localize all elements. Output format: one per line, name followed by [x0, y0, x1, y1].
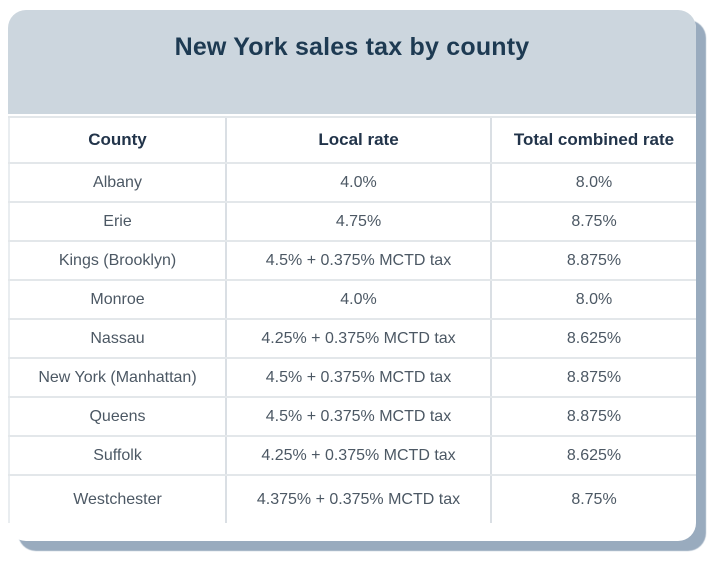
cell-total-rate: 8.75%: [490, 475, 696, 523]
cell-local-rate: 4.0%: [225, 280, 491, 320]
table-row: Queens 4.5% + 0.375% MCTD tax 8.875%: [8, 397, 696, 437]
cell-total-rate: 8.875%: [490, 397, 696, 437]
cell-total-rate: 8.625%: [490, 319, 696, 359]
sales-tax-table: County Local rate Total combined rate Al…: [8, 116, 696, 523]
table-row: Suffolk 4.25% + 0.375% MCTD tax 8.625%: [8, 436, 696, 476]
table-row: New York (Manhattan) 4.5% + 0.375% MCTD …: [8, 358, 696, 398]
cell-total-rate: 8.0%: [490, 163, 696, 203]
sales-tax-card: New York sales tax by county County Loca…: [8, 10, 696, 541]
table-row: Erie 4.75% 8.75%: [8, 202, 696, 242]
table-row: Albany 4.0% 8.0%: [8, 163, 696, 203]
cell-county: Suffolk: [8, 436, 226, 476]
cell-county: Nassau: [8, 319, 226, 359]
cell-total-rate: 8.875%: [490, 241, 696, 281]
cell-local-rate: 4.5% + 0.375% MCTD tax: [225, 241, 491, 281]
table-header-row: County Local rate Total combined rate: [8, 116, 696, 164]
table-row: Monroe 4.0% 8.0%: [8, 280, 696, 320]
cell-local-rate: 4.25% + 0.375% MCTD tax: [225, 319, 491, 359]
cell-total-rate: 8.875%: [490, 358, 696, 398]
card-header-band: New York sales tax by county: [8, 10, 696, 114]
column-header-county: County: [8, 116, 226, 164]
cell-county: Monroe: [8, 280, 226, 320]
cell-total-rate: 8.625%: [490, 436, 696, 476]
page-title: New York sales tax by county: [174, 32, 530, 61]
cell-county: New York (Manhattan): [8, 358, 226, 398]
cell-total-rate: 8.75%: [490, 202, 696, 242]
cell-local-rate: 4.5% + 0.375% MCTD tax: [225, 397, 491, 437]
cell-local-rate: 4.25% + 0.375% MCTD tax: [225, 436, 491, 476]
cell-local-rate: 4.375% + 0.375% MCTD tax: [225, 475, 491, 523]
table-row: Nassau 4.25% + 0.375% MCTD tax 8.625%: [8, 319, 696, 359]
cell-county: Westchester: [8, 475, 226, 523]
cell-county: Kings (Brooklyn): [8, 241, 226, 281]
cell-local-rate: 4.75%: [225, 202, 491, 242]
cell-local-rate: 4.0%: [225, 163, 491, 203]
table-row: Westchester 4.375% + 0.375% MCTD tax 8.7…: [8, 475, 696, 523]
cell-county: Albany: [8, 163, 226, 203]
cell-county: Queens: [8, 397, 226, 437]
column-header-local-rate: Local rate: [225, 116, 491, 164]
cell-county: Erie: [8, 202, 226, 242]
column-header-total-combined-rate: Total combined rate: [490, 116, 696, 164]
cell-total-rate: 8.0%: [490, 280, 696, 320]
cell-local-rate: 4.5% + 0.375% MCTD tax: [225, 358, 491, 398]
table-row: Kings (Brooklyn) 4.5% + 0.375% MCTD tax …: [8, 241, 696, 281]
